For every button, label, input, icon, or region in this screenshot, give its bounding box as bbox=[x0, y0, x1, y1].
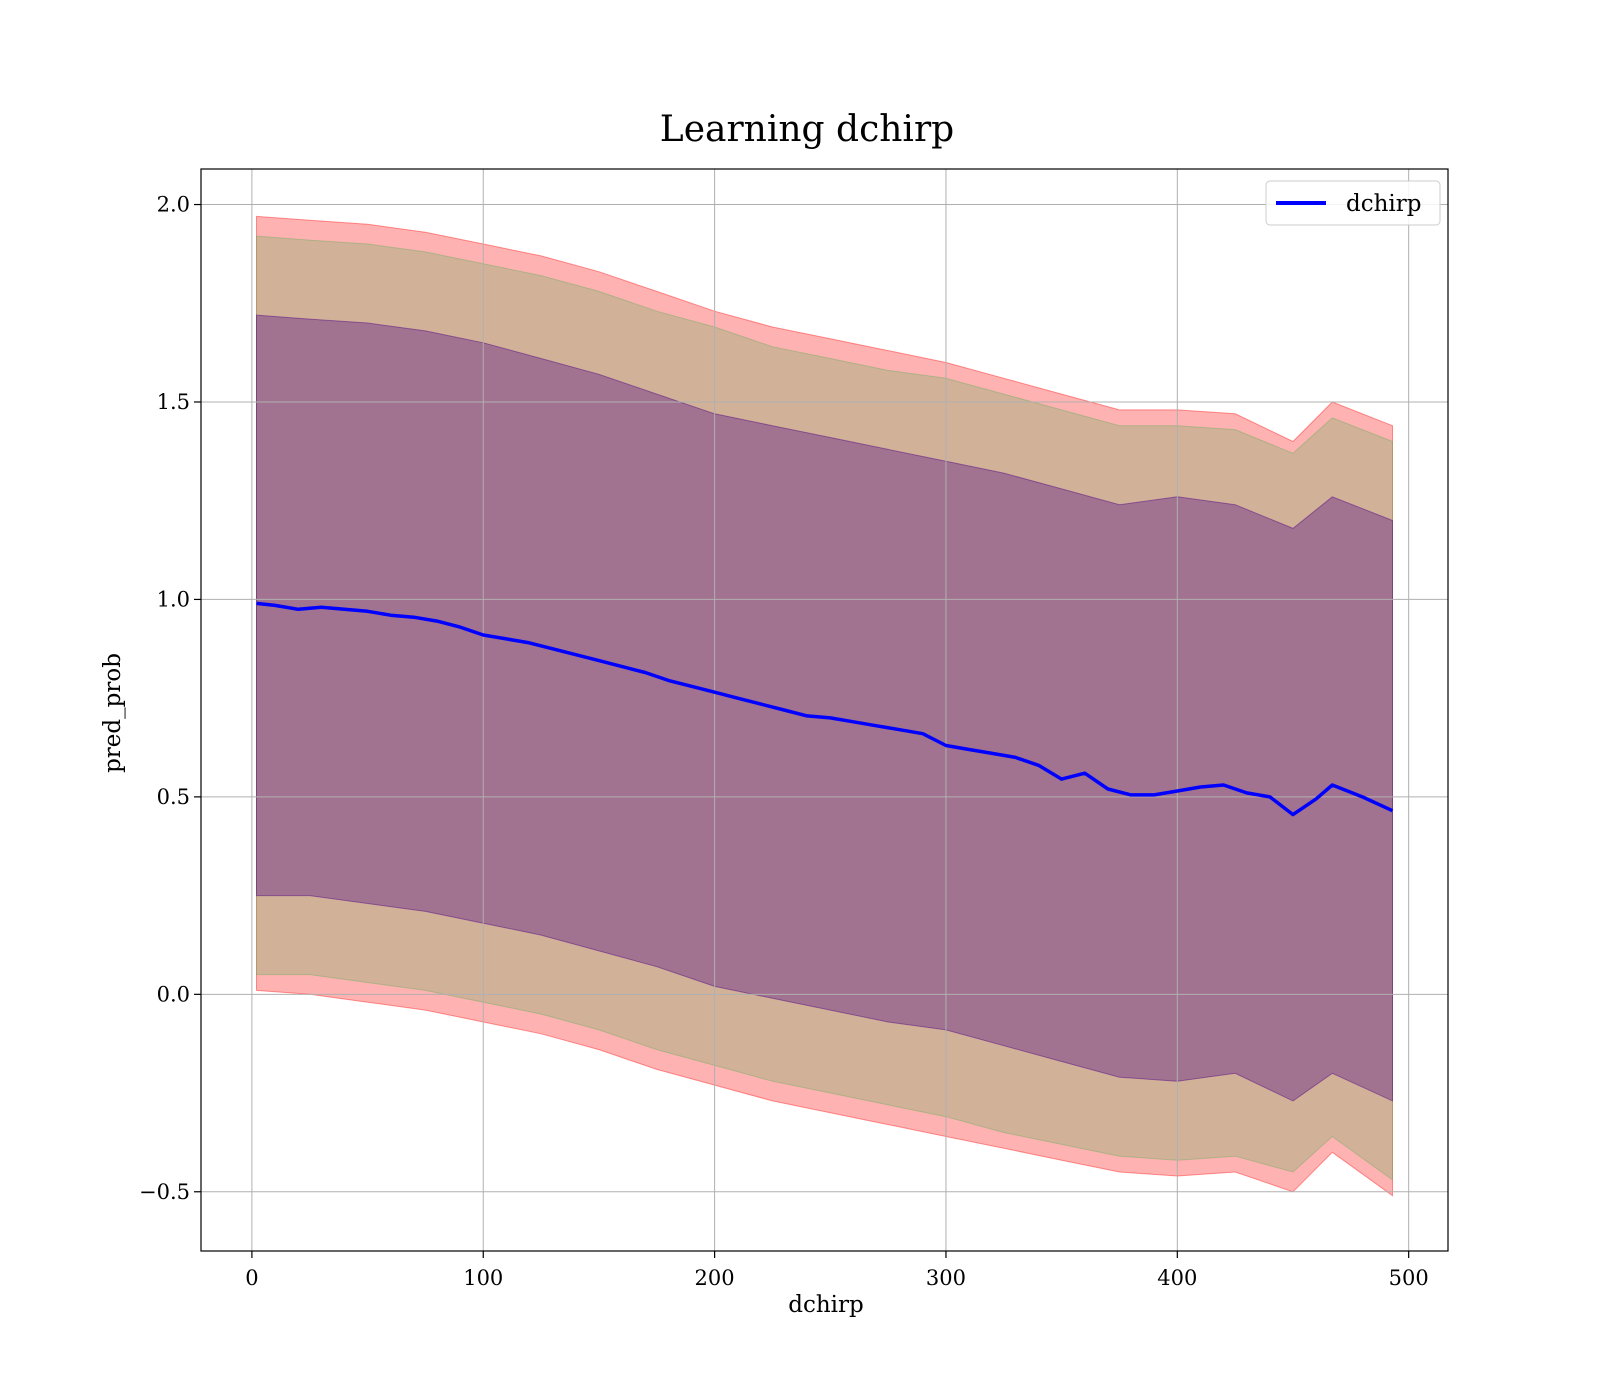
x-tick-label: 200 bbox=[695, 1266, 735, 1290]
x-tick-label: 500 bbox=[1389, 1266, 1429, 1290]
band-outer-band bbox=[256, 215, 1393, 1197]
confidence-bands bbox=[256, 215, 1393, 1197]
chart-title: Learning dchirp bbox=[660, 109, 954, 150]
y-tick-label: 2.0 bbox=[157, 193, 190, 217]
series-line-dchirp bbox=[256, 601, 1394, 817]
y-tick-label: 0.5 bbox=[157, 785, 190, 809]
plot-frame bbox=[200, 168, 1449, 1252]
x-tick-label: 300 bbox=[926, 1266, 966, 1290]
x-axis-label: dchirp bbox=[788, 1292, 864, 1318]
x-tick-label: 100 bbox=[463, 1266, 503, 1290]
y-tick-label: 1.5 bbox=[157, 390, 190, 414]
grid bbox=[201, 169, 1448, 1251]
y-axis-ticks: −0.5 0.0 0.5 1.0 1.5 2.0 bbox=[139, 193, 201, 1204]
x-axis-ticks: 0 100 200 300 400 500 bbox=[245, 1251, 1429, 1290]
legend: dchirp bbox=[1265, 180, 1441, 226]
y-axis-label: pred_prob bbox=[100, 653, 126, 773]
band-middle-band bbox=[256, 235, 1393, 1181]
y-tick-label: −0.5 bbox=[139, 1180, 190, 1204]
y-tick-label: 0.0 bbox=[157, 982, 190, 1006]
x-tick-label: 400 bbox=[1157, 1266, 1197, 1290]
x-tick-label: 0 bbox=[245, 1266, 258, 1290]
band-inner-band bbox=[256, 314, 1393, 1102]
legend-box bbox=[1265, 180, 1441, 226]
y-tick-label: 1.0 bbox=[157, 587, 190, 611]
legend-label-dchirp: dchirp bbox=[1346, 191, 1422, 217]
series-lines bbox=[256, 601, 1394, 817]
